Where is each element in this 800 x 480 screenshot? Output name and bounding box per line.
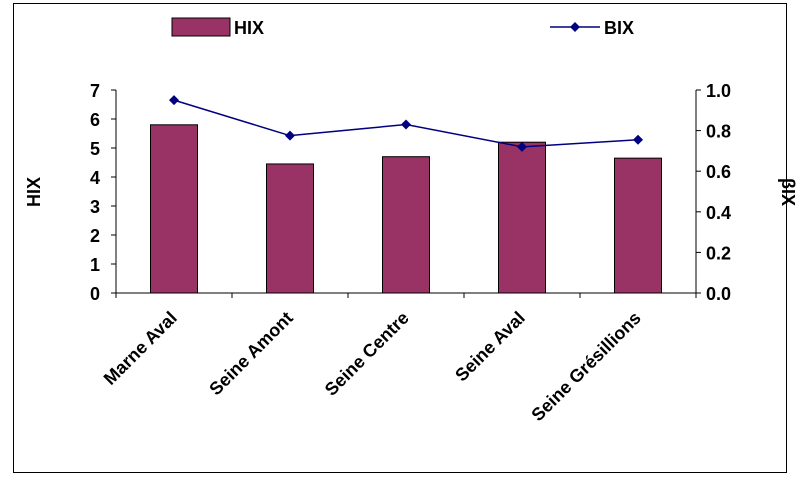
hix-bar (498, 141, 546, 294)
left-y-tick-label: 4 (90, 168, 100, 188)
left-y-tick-label: 3 (90, 197, 100, 217)
legend-hix-swatch (171, 17, 231, 37)
x-tick-label: Seine Aval (451, 308, 529, 386)
right-y-tick-label: 0.2 (706, 243, 731, 263)
right-y-tick-label: 0.0 (706, 284, 731, 304)
left-y-tick-label: 0 (90, 284, 100, 304)
bix-point (633, 134, 643, 145)
legend-bix-marker (570, 22, 580, 32)
bix-point (401, 119, 411, 130)
axes (115, 90, 697, 294)
bix-point (285, 130, 295, 141)
left-y-tick-label: 5 (90, 139, 100, 159)
right-y-tick-label: 0.4 (706, 203, 731, 223)
left-y-tick-label: 7 (90, 81, 100, 101)
x-tick-labels: Marne Aval Seine Amont Seine Centre Seine A… (100, 308, 645, 425)
right-y-ticks: 0.0 0.2 0.4 0.6 0.8 1.0 (696, 81, 731, 304)
y2-axis-title: βIX (778, 178, 798, 206)
legend-hix-label: HIX (234, 18, 264, 38)
hix-bar (614, 157, 662, 294)
x-ticks (115, 293, 697, 298)
bix-line-series (169, 95, 643, 152)
y-axis-title: HIX (24, 177, 44, 207)
right-y-tick-label: 1.0 (706, 81, 731, 101)
legend: HIX BIX (171, 17, 634, 38)
x-tick-label: Marne Aval (100, 308, 181, 389)
left-y-tick-label: 1 (90, 255, 100, 275)
hix-bar (266, 163, 314, 294)
hix-bar (382, 156, 430, 294)
hix-bar (150, 124, 198, 294)
left-y-tick-label: 6 (90, 110, 100, 130)
bix-point (169, 95, 179, 106)
right-y-tick-label: 0.6 (706, 162, 731, 182)
left-y-tick-label: 2 (90, 226, 100, 246)
x-tick-label: Seine Amont (205, 308, 296, 399)
bix-point (517, 141, 527, 152)
left-y-ticks: 0 1 2 3 4 5 6 7 (90, 81, 116, 304)
hix-bars (150, 124, 662, 294)
legend-bix-label: BIX (604, 18, 634, 38)
x-tick-label: Seine Centre (321, 308, 413, 400)
x-tick-label: Seine Grésillions (527, 308, 644, 425)
right-y-tick-label: 0.8 (706, 122, 731, 142)
